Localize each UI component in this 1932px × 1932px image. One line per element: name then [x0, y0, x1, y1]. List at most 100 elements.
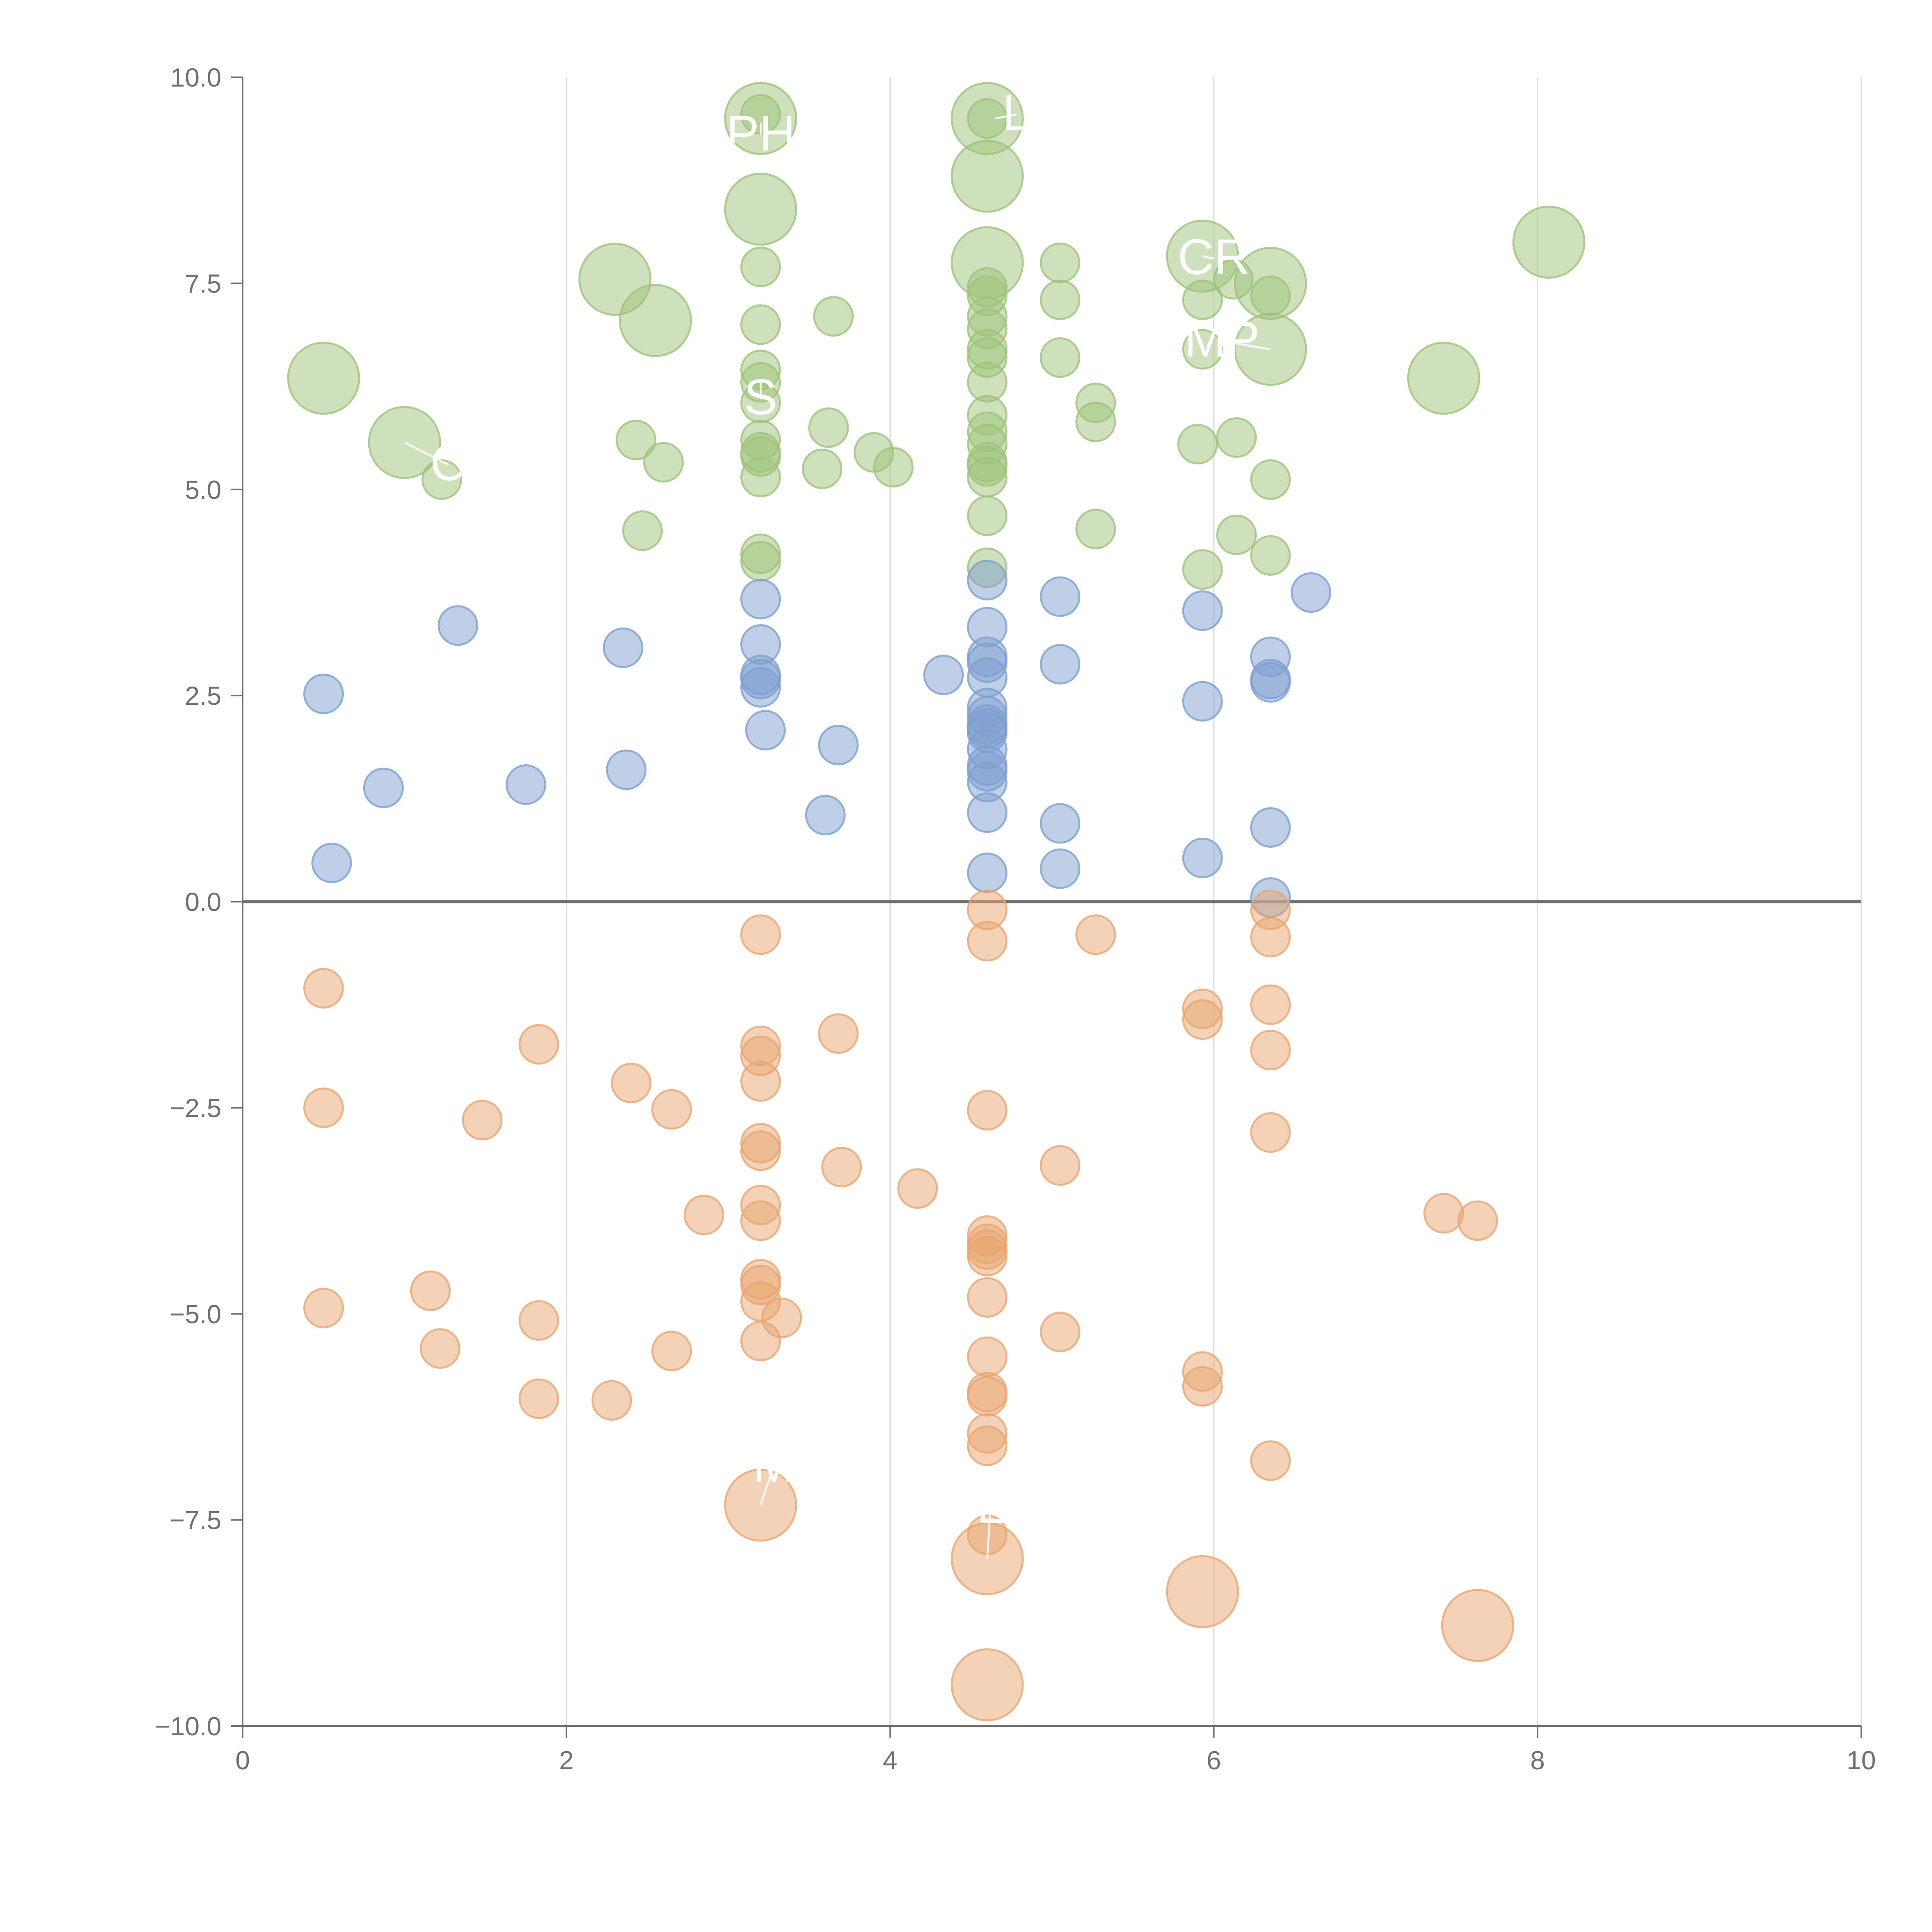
- x-tick-label: 4: [883, 1746, 898, 1775]
- data-point: [611, 1063, 651, 1104]
- axes: 0 2 4 6 8 10 10.0 7.5 5.0 2.5 0.0 −2.5 −5.0 −7.5 −10.0: [155, 63, 1876, 1775]
- data-point: [303, 1287, 344, 1328]
- data-point: [967, 1376, 1008, 1417]
- data-point: [591, 1380, 632, 1421]
- annotation-leader: [986, 1507, 992, 1559]
- data-point: [303, 673, 344, 714]
- data-point: [421, 459, 462, 500]
- data-point: [818, 724, 859, 765]
- data-point: [740, 541, 781, 582]
- data-point: [519, 1378, 560, 1419]
- data-point: [1423, 1193, 1464, 1234]
- data-point: [303, 1087, 344, 1128]
- data-point: [805, 794, 846, 835]
- data-point: [437, 605, 478, 646]
- data-point: [1250, 662, 1291, 703]
- y-tick-label: −7.5: [170, 1506, 221, 1535]
- data-point: [606, 749, 647, 790]
- data-point: [303, 968, 344, 1009]
- data-point: [616, 420, 656, 461]
- x-tick-label: 8: [1530, 1746, 1545, 1775]
- data-point: [967, 1336, 1008, 1377]
- data-point: [1250, 459, 1291, 500]
- annotation-leader: [760, 1466, 775, 1506]
- series-green: [287, 82, 1586, 590]
- data-point: [808, 407, 849, 448]
- y-tick-label: −10.0: [155, 1712, 221, 1741]
- data-point: [1039, 576, 1080, 617]
- data-point: [684, 1194, 724, 1235]
- data-point: [897, 1168, 938, 1209]
- data-point: [740, 1130, 781, 1171]
- data-point: [619, 284, 692, 357]
- data-point: [967, 495, 1008, 536]
- data-point: [1250, 984, 1291, 1025]
- data-point: [519, 1300, 560, 1341]
- data-point: [740, 914, 781, 955]
- data-point: [1182, 1366, 1223, 1407]
- y-tick-label: 0.0: [185, 888, 221, 917]
- data-point: [1250, 1440, 1291, 1481]
- data-point: [724, 172, 797, 246]
- x-tick-label: 2: [559, 1746, 574, 1775]
- data-point: [1182, 681, 1223, 722]
- data-point: [311, 842, 352, 883]
- y-tick-label: 7.5: [185, 269, 221, 298]
- data-point: [1075, 401, 1116, 442]
- data-point: [967, 852, 1008, 893]
- data-point: [1407, 342, 1480, 415]
- data-point: [1250, 807, 1291, 848]
- data-point: [1039, 1311, 1080, 1352]
- data-point: [923, 655, 964, 696]
- series-blue: [303, 560, 1332, 918]
- data-point: [1039, 279, 1080, 320]
- data-point: [740, 667, 781, 708]
- data-point: [1250, 275, 1291, 316]
- data-point: [967, 1090, 1008, 1131]
- data-point: [1039, 242, 1080, 283]
- data-point: [967, 921, 1008, 962]
- annotation-label: L: [976, 1478, 1004, 1534]
- data-point: [1250, 1112, 1291, 1153]
- data-point: [363, 767, 404, 808]
- data-point: [1039, 803, 1080, 844]
- x-tick-label: 0: [235, 1746, 250, 1775]
- data-point: [1182, 279, 1223, 320]
- data-point: [967, 1277, 1008, 1318]
- data-point: [1039, 848, 1080, 889]
- data-point: [602, 627, 643, 668]
- annotations: PH L CR MP S C M L: [404, 84, 1271, 1559]
- data-point: [643, 442, 684, 483]
- data-point: [1182, 329, 1223, 370]
- data-point: [1441, 1589, 1514, 1662]
- data-point: [1039, 1145, 1080, 1186]
- annotation-leader: [995, 113, 1017, 120]
- data-point: [967, 457, 1008, 498]
- data-point: [1182, 549, 1223, 590]
- y-tick-label: 2.5: [185, 681, 221, 711]
- data-point: [951, 139, 1024, 213]
- data-point: [873, 447, 914, 488]
- data-point: [802, 448, 843, 489]
- data-point: [967, 792, 1008, 833]
- y-tick-label: 5.0: [185, 475, 221, 505]
- data-point: [462, 1100, 503, 1141]
- y-tick-label: 10.0: [170, 63, 221, 92]
- data-point: [1457, 1200, 1498, 1241]
- data-point: [740, 1061, 781, 1102]
- x-tick-label: 10: [1847, 1746, 1876, 1775]
- data-point: [1166, 1555, 1239, 1628]
- data-point: [1216, 514, 1257, 555]
- annotation-label: CR: [1178, 228, 1250, 285]
- data-point: [1039, 644, 1080, 685]
- data-point: [1250, 1030, 1291, 1071]
- data-point: [651, 1089, 692, 1130]
- data-point: [1039, 337, 1080, 378]
- annotation-leader: [1221, 340, 1271, 350]
- annotation-label: PH: [726, 105, 796, 161]
- annotation-label: MP: [1184, 311, 1260, 367]
- data-point: [951, 1648, 1024, 1721]
- data-point: [651, 1330, 692, 1371]
- data-point: [740, 1321, 781, 1362]
